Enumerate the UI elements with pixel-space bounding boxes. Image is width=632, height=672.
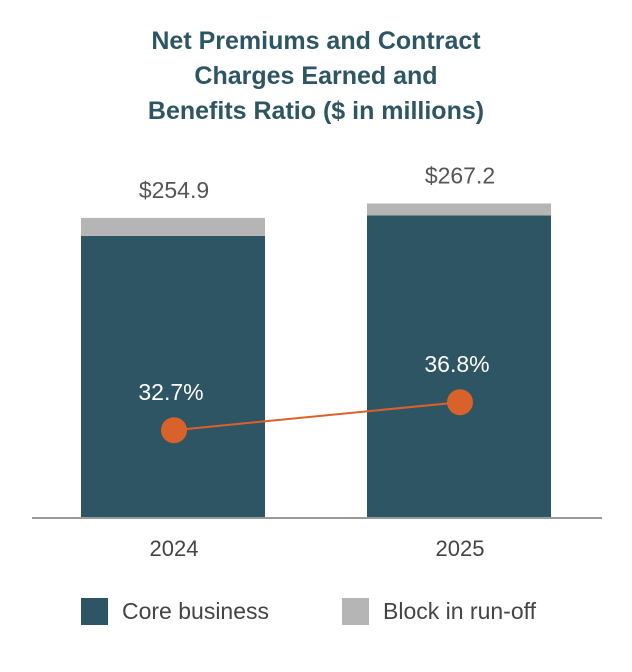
legend-item-runoff: Block in run-off <box>342 598 536 625</box>
chart-title: Net Premiums and Contract Charges Earned… <box>0 24 632 129</box>
bar-runoff <box>81 217 265 236</box>
legend-label: Core business <box>122 598 270 624</box>
title-line: Net Premiums and Contract <box>151 27 481 55</box>
total-label: $267.2 <box>425 162 495 188</box>
ratio-label: 36.8% <box>424 351 489 377</box>
legend-item-core: Core business <box>81 598 269 625</box>
legend-swatch <box>81 598 108 625</box>
ratio-point <box>447 389 473 416</box>
x-tick-label: 2024 <box>150 536 199 561</box>
ratio-line <box>173 401 461 432</box>
title-line: Charges Earned and <box>194 62 438 90</box>
ratio-point <box>161 417 187 444</box>
legend-label: Block in run-off <box>383 598 536 624</box>
bar-core <box>81 235 265 518</box>
total-label: $254.9 <box>139 177 209 203</box>
title-line: Benefits Ratio ($ in millions) <box>147 97 485 125</box>
bar-runoff <box>367 203 551 216</box>
x-tick-label: 2025 <box>436 536 485 561</box>
ratio-label: 32.7% <box>138 379 203 405</box>
legend-swatch <box>342 598 369 625</box>
bar-core <box>367 215 551 517</box>
